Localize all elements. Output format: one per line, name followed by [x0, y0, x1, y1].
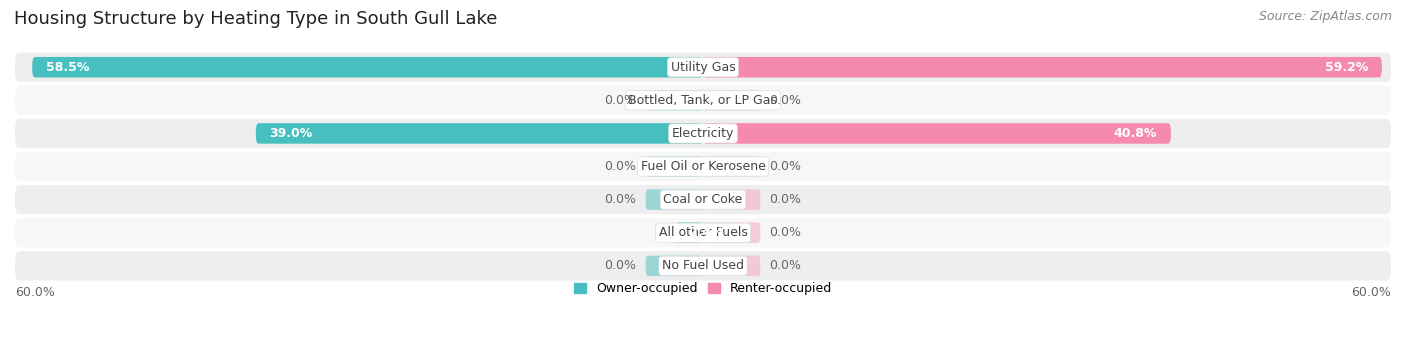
Text: Fuel Oil or Kerosene: Fuel Oil or Kerosene — [641, 160, 765, 173]
Text: No Fuel Used: No Fuel Used — [662, 260, 744, 272]
Text: Coal or Coke: Coal or Coke — [664, 193, 742, 206]
Text: 0.0%: 0.0% — [769, 226, 801, 239]
FancyBboxPatch shape — [15, 86, 1391, 115]
Text: 39.0%: 39.0% — [270, 127, 312, 140]
FancyBboxPatch shape — [703, 90, 761, 110]
FancyBboxPatch shape — [32, 57, 703, 77]
Text: Utility Gas: Utility Gas — [671, 61, 735, 74]
FancyBboxPatch shape — [15, 119, 1391, 148]
FancyBboxPatch shape — [15, 185, 1391, 214]
Text: 0.0%: 0.0% — [769, 260, 801, 272]
FancyBboxPatch shape — [256, 123, 703, 144]
FancyBboxPatch shape — [703, 156, 761, 177]
FancyBboxPatch shape — [675, 222, 703, 243]
FancyBboxPatch shape — [645, 256, 703, 276]
Text: Bottled, Tank, or LP Gas: Bottled, Tank, or LP Gas — [628, 94, 778, 107]
Text: 60.0%: 60.0% — [15, 286, 55, 299]
Text: Electricity: Electricity — [672, 127, 734, 140]
Text: 0.0%: 0.0% — [605, 94, 637, 107]
Text: Housing Structure by Heating Type in South Gull Lake: Housing Structure by Heating Type in Sou… — [14, 10, 498, 28]
Text: 0.0%: 0.0% — [769, 94, 801, 107]
Text: 0.0%: 0.0% — [605, 193, 637, 206]
Text: 60.0%: 60.0% — [1351, 286, 1391, 299]
FancyBboxPatch shape — [15, 251, 1391, 280]
FancyBboxPatch shape — [703, 222, 761, 243]
Text: 0.0%: 0.0% — [769, 160, 801, 173]
Text: 40.8%: 40.8% — [1114, 127, 1157, 140]
FancyBboxPatch shape — [645, 156, 703, 177]
Text: 58.5%: 58.5% — [46, 61, 90, 74]
Text: All other Fuels: All other Fuels — [658, 226, 748, 239]
FancyBboxPatch shape — [703, 123, 1171, 144]
FancyBboxPatch shape — [703, 189, 761, 210]
Text: 0.0%: 0.0% — [605, 260, 637, 272]
FancyBboxPatch shape — [645, 189, 703, 210]
Text: 0.0%: 0.0% — [605, 160, 637, 173]
Text: Source: ZipAtlas.com: Source: ZipAtlas.com — [1258, 10, 1392, 23]
FancyBboxPatch shape — [703, 256, 761, 276]
Text: 0.0%: 0.0% — [769, 193, 801, 206]
Legend: Owner-occupied, Renter-occupied: Owner-occupied, Renter-occupied — [568, 278, 838, 300]
FancyBboxPatch shape — [645, 90, 703, 110]
Text: 59.2%: 59.2% — [1324, 61, 1368, 74]
FancyBboxPatch shape — [15, 218, 1391, 247]
FancyBboxPatch shape — [15, 53, 1391, 82]
FancyBboxPatch shape — [15, 152, 1391, 181]
Text: 2.4%: 2.4% — [689, 226, 724, 239]
FancyBboxPatch shape — [703, 57, 1382, 77]
